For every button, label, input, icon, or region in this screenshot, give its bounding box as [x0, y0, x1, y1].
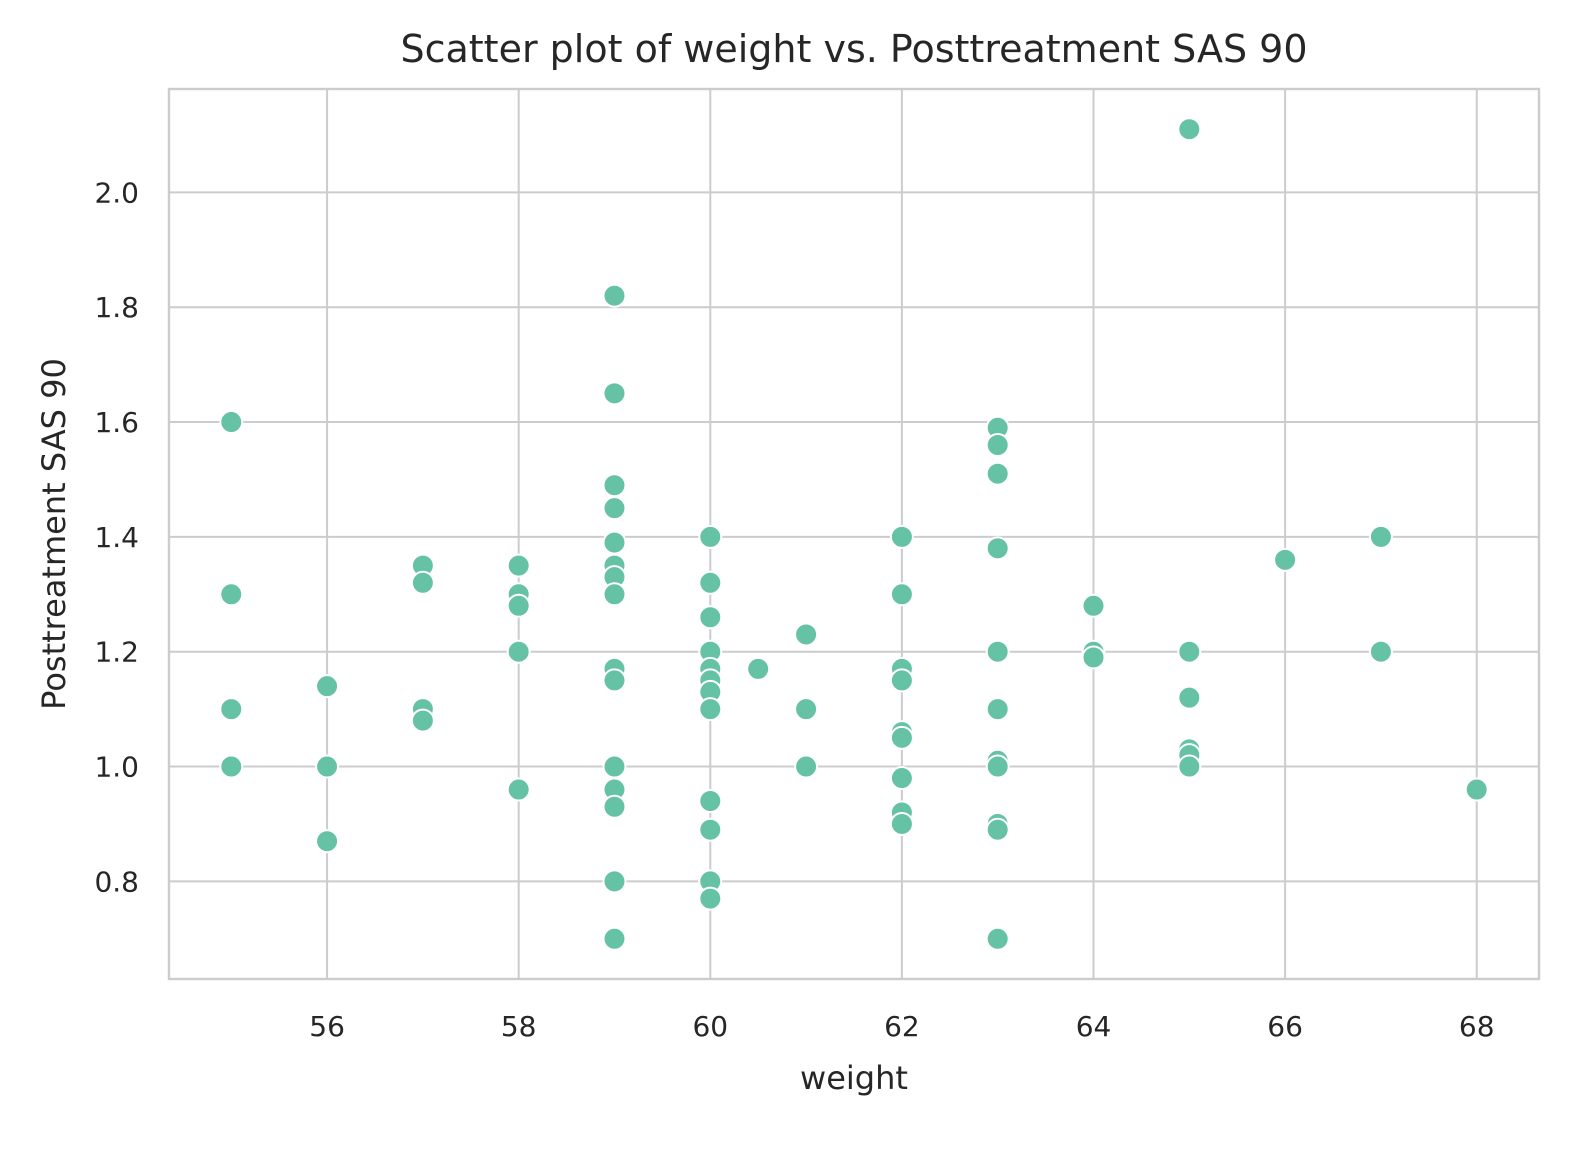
- data-point: [602, 869, 627, 894]
- y-axis-ticks: 0.8 1.0 1.2 1.4 1.6 1.8 2.0: [94, 176, 139, 898]
- data-point: [219, 754, 244, 779]
- plot-area-frame: [167, 87, 1541, 981]
- data-point: [985, 536, 1010, 561]
- x-tick-label: 60: [692, 1010, 728, 1043]
- data-point: [602, 473, 627, 498]
- data-point: [1368, 524, 1393, 549]
- data-point: [698, 886, 723, 911]
- data-point: [985, 926, 1010, 951]
- data-point: [746, 656, 771, 681]
- x-tick-label: 56: [309, 1010, 345, 1043]
- data-point: [602, 582, 627, 607]
- x-axis-label: weight: [800, 1059, 908, 1097]
- x-tick-label: 62: [884, 1010, 920, 1043]
- data-point: [698, 605, 723, 630]
- data-point: [602, 754, 627, 779]
- data-point: [698, 524, 723, 549]
- data-point: [889, 582, 914, 607]
- data-point: [985, 461, 1010, 486]
- data-point: [602, 926, 627, 951]
- data-point: [315, 829, 340, 854]
- data-point: [1177, 639, 1202, 664]
- data-point: [506, 553, 531, 578]
- data-point: [506, 593, 531, 618]
- data-point: [410, 708, 435, 733]
- data-point: [1273, 547, 1298, 572]
- data-point: [602, 530, 627, 555]
- y-tick-label: 1.6: [94, 406, 139, 439]
- x-tick-label: 64: [1076, 1010, 1112, 1043]
- data-point: [602, 496, 627, 521]
- data-point: [985, 639, 1010, 664]
- data-point: [219, 697, 244, 722]
- chart-title: Scatter plot of weight vs. Posttreatment…: [400, 27, 1307, 71]
- data-point: [1081, 593, 1106, 618]
- data-point: [698, 570, 723, 595]
- data-point: [889, 725, 914, 750]
- data-point: [985, 754, 1010, 779]
- x-tick-label: 68: [1459, 1010, 1495, 1043]
- data-point: [315, 754, 340, 779]
- data-point: [506, 639, 531, 664]
- gridlines: [169, 89, 1539, 979]
- data-point: [889, 668, 914, 693]
- data-point: [1177, 754, 1202, 779]
- y-axis-label: Posttreatment SAS 90: [35, 358, 73, 710]
- data-point: [1177, 685, 1202, 710]
- data-point: [794, 622, 819, 647]
- data-point: [602, 283, 627, 308]
- data-point: [219, 410, 244, 435]
- y-tick-label: 1.0: [94, 751, 139, 784]
- data-point: [794, 697, 819, 722]
- data-point: [985, 817, 1010, 842]
- data-point: [889, 766, 914, 791]
- data-point: [602, 668, 627, 693]
- data-point: [794, 754, 819, 779]
- data-point: [1177, 117, 1202, 142]
- y-tick-label: 2.0: [94, 176, 139, 209]
- data-point: [889, 524, 914, 549]
- data-points: [219, 117, 1489, 951]
- data-point: [219, 582, 244, 607]
- data-point: [1081, 645, 1106, 670]
- data-point: [506, 777, 531, 802]
- y-tick-label: 1.4: [94, 521, 139, 554]
- y-tick-label: 1.2: [94, 636, 139, 669]
- x-axis-ticks: 56 58 60 62 64 66 68: [309, 1010, 1494, 1043]
- data-point: [698, 817, 723, 842]
- data-point: [602, 794, 627, 819]
- data-point: [698, 697, 723, 722]
- data-point: [985, 697, 1010, 722]
- y-tick-label: 0.8: [94, 865, 139, 898]
- x-tick-label: 58: [501, 1010, 537, 1043]
- data-point: [315, 674, 340, 699]
- y-tick-label: 1.8: [94, 291, 139, 324]
- data-point: [410, 570, 435, 595]
- data-point: [985, 433, 1010, 457]
- data-point: [602, 381, 627, 406]
- data-point: [698, 789, 723, 813]
- x-tick-label: 66: [1267, 1010, 1303, 1043]
- data-point: [1464, 777, 1489, 802]
- data-point: [1368, 639, 1393, 664]
- data-point: [889, 811, 914, 836]
